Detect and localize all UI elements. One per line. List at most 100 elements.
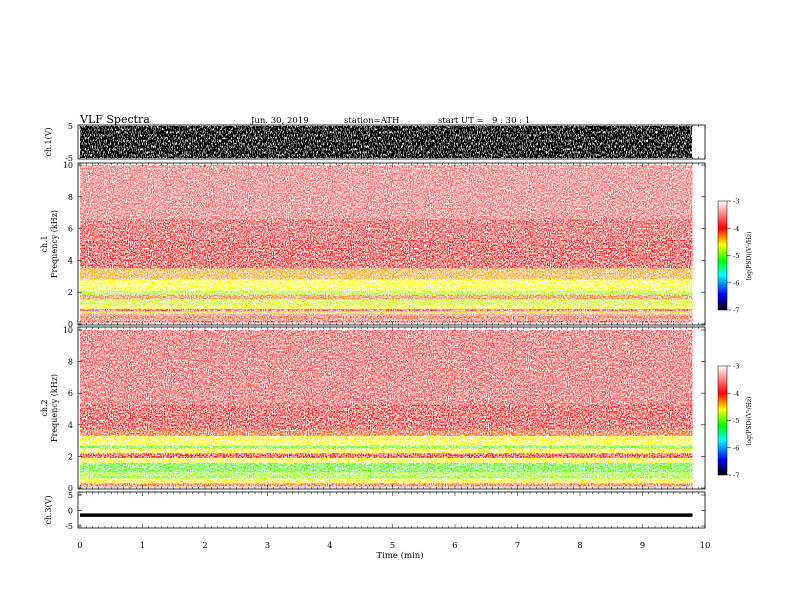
ytick-label: 2: [68, 288, 73, 297]
spectrogram-band: [80, 445, 693, 449]
spectrogram-band: [80, 475, 693, 479]
ytick-label: 6: [68, 225, 73, 234]
colorbar-tick-label: -5: [733, 252, 739, 260]
spectrogram-band: [80, 404, 693, 430]
ch2-channel-label: ch.2: [40, 399, 49, 416]
ytick-label: 8: [68, 358, 73, 367]
colorbar-tick-label: -7: [733, 307, 739, 315]
spectrogram-band: [80, 313, 693, 317]
xtick-label: 7: [515, 541, 520, 551]
ch1-waveform-trace: [80, 126, 692, 158]
spectrogram-band: [80, 290, 693, 295]
spectrogram-band: [80, 320, 693, 323]
colorbar-tick-label: -3: [733, 363, 739, 371]
spectrogram-band: [80, 279, 693, 286]
colorbar-tick-label: -5: [733, 417, 739, 425]
ch2-frequency-ylabel: Frequency (kHz): [50, 374, 59, 442]
ch2-colorbar-label: log(PSD)(V²/Hz): [746, 397, 753, 446]
spectrogram-band: [80, 165, 693, 220]
spectrogram-band: [80, 239, 693, 269]
ch1-spectrogram-frame: [77, 162, 706, 326]
spectrogram-band: [80, 219, 693, 240]
colorbar-tick-label: -4: [733, 225, 739, 233]
spectrogram-band: [80, 305, 693, 309]
ch1-spectrogram-panel: 0 2 4 6 8 10 ch.1 Frequency (kHz): [40, 161, 706, 329]
spectrogram-band: [80, 299, 693, 306]
ch2-spectrogram-bands: [80, 330, 693, 488]
ch3-waveform-frame: [77, 491, 706, 529]
ytick-label: -5: [65, 522, 73, 531]
time-axis-label: Time (min): [376, 550, 423, 561]
ytick-label: 8: [68, 193, 73, 202]
date-label: Jun. 30, 2019: [250, 116, 309, 126]
ch1-colorbar: -3 -4 -5 -6 -7 log(PSD)(V²/Hz): [717, 198, 753, 315]
xtick-label: 0: [77, 541, 82, 551]
spectrogram-band: [80, 285, 693, 291]
ytick-label: 2: [68, 452, 73, 461]
start-time: 9 : 30 : 1: [492, 116, 530, 126]
spectrogram-band: [80, 316, 693, 319]
xtick-label: 6: [452, 541, 457, 551]
colorbar-tick-label: -7: [733, 472, 739, 480]
spectrogram-band: [80, 462, 693, 473]
ch1-ytick-label: 5: [68, 122, 73, 131]
figure-title: VLF Spectra: [79, 113, 150, 126]
spectrogram-band: [80, 330, 693, 405]
start-label: start UT =: [438, 116, 484, 126]
ytick-label: 0: [68, 484, 73, 493]
ytick-label: 10: [63, 161, 73, 170]
spectrogram-band: [80, 435, 693, 446]
colorbar-tick-label: -4: [733, 390, 739, 398]
ch1-frequency-ylabel: Frequency (kHz): [50, 210, 59, 278]
ch2-spectrogram-panel: 0 2 4 6 8 10 ch.2 Frequency (kHz): [40, 326, 706, 493]
spectrogram-band: [80, 483, 693, 487]
xtick-label: 9: [640, 541, 645, 551]
spectrogram-band: [80, 318, 693, 321]
ch3-waveform-yticks: 5 0 -5: [65, 491, 705, 531]
ch2-colorbar-ticks: -3 -4 -5 -6 -7: [727, 363, 739, 480]
spectrogram-band: [80, 457, 693, 463]
ch1-spectrogram-bands: [80, 165, 693, 324]
ytick-label: 5: [68, 491, 73, 500]
spectrogram-band: [80, 294, 693, 300]
ytick-label: 4: [68, 421, 73, 430]
spectrogram-band: [80, 478, 693, 484]
spectrogram-band: [80, 429, 693, 436]
xtick-label: 10: [700, 541, 711, 551]
colorbar-tick-label: -3: [733, 198, 739, 206]
ch3-waveform-panel: 5 0 -5 ch.3(V): [44, 491, 706, 531]
ch1-colorbar-scale: [717, 200, 728, 311]
ch3-waveform-ylabel: ch.3(V): [44, 495, 53, 524]
ch1-waveform-ylabel: ch.1(V): [44, 127, 53, 156]
xtick-label: 3: [265, 541, 270, 551]
ch1-spectrogram-yticks: 0 2 4 6 8 10: [63, 161, 705, 329]
spectrogram-band: [80, 311, 693, 314]
ch1-channel-label: ch.1: [40, 235, 49, 252]
xtick-label: 5: [390, 541, 395, 551]
station-label: station=ATH: [344, 116, 399, 126]
colorbar-tick-label: -6: [733, 444, 739, 452]
ch1-waveform-panel: 5 -5 ch.1(V): [44, 122, 706, 163]
xtick-label: 8: [577, 541, 582, 551]
xtick-label: 4: [327, 541, 332, 551]
ch1-colorbar-label: log(PSD)(V²/Hz): [746, 232, 753, 281]
spectrogram-band: [80, 308, 693, 312]
xtick-label: 2: [202, 541, 207, 551]
ytick-label: 4: [68, 256, 73, 265]
ch2-colorbar-scale: [717, 365, 728, 476]
ch1-ytick-label: -5: [65, 154, 73, 163]
ch2-spectrogram-frame: [77, 326, 706, 490]
ytick-label: 0: [68, 507, 73, 516]
spectrogram-band: [80, 453, 693, 458]
ytick-label: 0: [68, 320, 73, 329]
ytick-label: 6: [68, 389, 73, 398]
ch2-colorbar: -3 -4 -5 -6 -7 log(PSD)(V²/Hz): [717, 363, 753, 480]
time-axis: 0 1 2 3 4 5 6 7 8 9 10: [77, 125, 710, 551]
colorbar-tick-label: -6: [733, 279, 739, 287]
ch1-colorbar-ticks: -3 -4 -5 -6 -7: [727, 198, 739, 315]
ch1-waveform-frame: [77, 124, 706, 160]
ytick-label: 10: [63, 326, 73, 335]
spectrogram-band: [80, 472, 693, 476]
xtick-label: 1: [140, 541, 145, 551]
